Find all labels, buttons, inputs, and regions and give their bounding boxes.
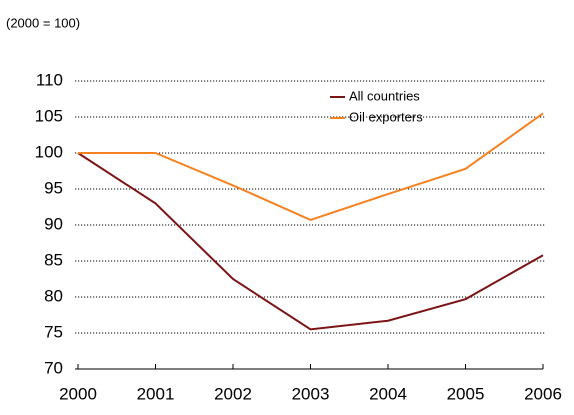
x-tick-label: 2005 <box>447 384 485 403</box>
legend-label: All countries <box>349 88 420 103</box>
legend-label: Oil exporters <box>349 109 423 124</box>
x-tick-label: 2001 <box>137 384 175 403</box>
y-tick-label: 105 <box>35 106 63 125</box>
y-tick-label: 85 <box>44 250 63 269</box>
x-tick-label: 2006 <box>524 384 562 403</box>
series-line <box>77 152 544 331</box>
x-tick-label: 2004 <box>369 384 407 403</box>
chart-subtitle: (2000 = 100) <box>6 15 80 30</box>
y-tick-label: 70 <box>44 358 63 377</box>
x-tick-label: 2000 <box>59 384 97 403</box>
x-tick-label: 2003 <box>292 384 330 403</box>
x-tick-label: 2002 <box>214 384 252 403</box>
y-tick-label: 75 <box>44 322 63 341</box>
y-tick-label: 100 <box>35 142 63 161</box>
y-tick-label: 90 <box>44 214 63 233</box>
y-tick-label: 95 <box>44 178 63 197</box>
series-line <box>78 112 544 222</box>
y-tick-label: 80 <box>44 286 63 305</box>
y-tick-label: 110 <box>36 70 63 89</box>
